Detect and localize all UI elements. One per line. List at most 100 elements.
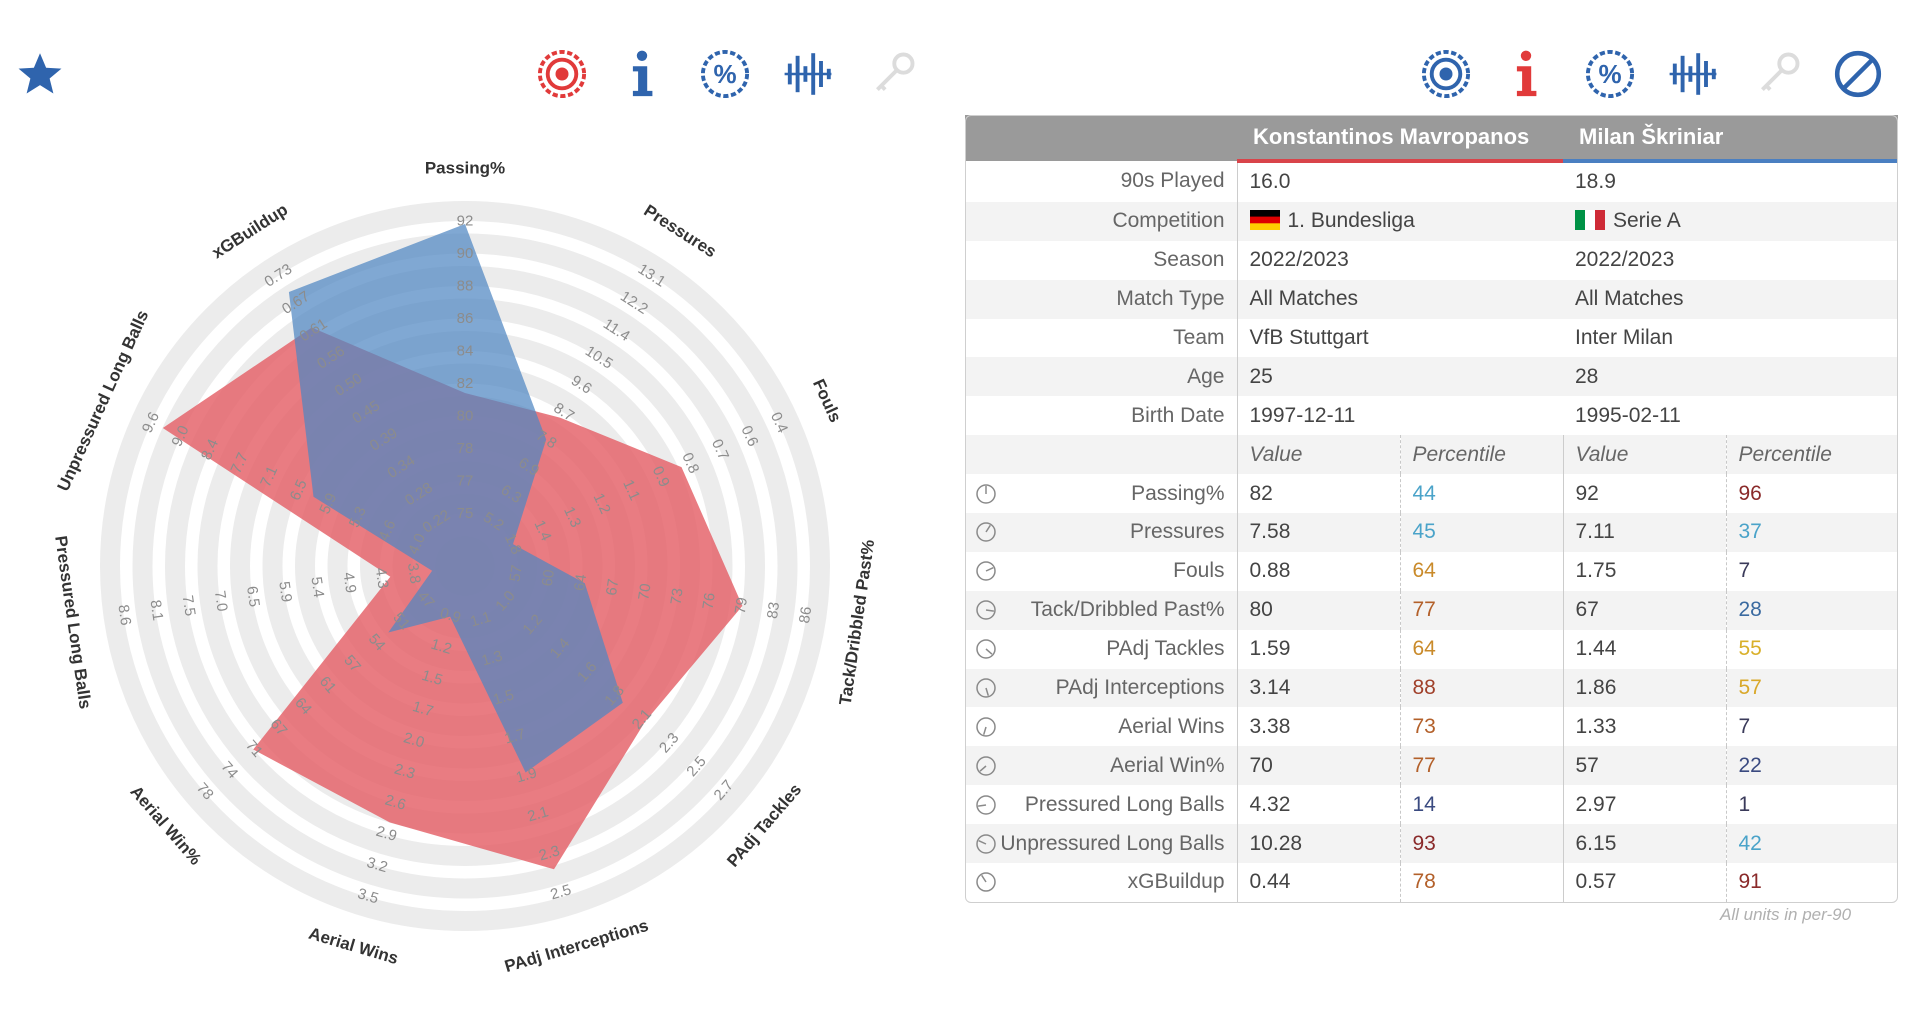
svg-text:%: % — [713, 59, 736, 89]
favorite-star-button[interactable] — [12, 46, 68, 102]
stat-row[interactable]: Pressures 7.58 45 7.11 37 — [965, 513, 1898, 552]
axis-tick-label: 7.5 — [179, 594, 199, 617]
axis-tick-label: 1.9 — [514, 764, 539, 786]
player2-stat-percentile: 96 — [1725, 474, 1898, 514]
player1-info-value: 2022/2023 — [1249, 248, 1349, 272]
player1-info: 1. Bundesliga — [1237, 201, 1563, 241]
stat-label: Pressured Long Balls — [1024, 792, 1225, 816]
axis-tick-label: 2.0 — [401, 729, 426, 751]
player1-stat-value: 0.44 — [1249, 870, 1291, 894]
axis-name-label: Passing% — [425, 158, 505, 177]
stat-row[interactable]: PAdj Tackles 1.59 64 1.44 55 — [965, 629, 1898, 669]
axis-tick-label: 5.9 — [275, 580, 295, 603]
player1-info-value: 25 — [1249, 364, 1273, 388]
info-row: Age 25 28 — [965, 357, 1898, 397]
player2-info-value: 2022/2023 — [1575, 248, 1675, 272]
bars-view-button-right[interactable] — [1665, 46, 1721, 102]
player2-info-value: Inter Milan — [1575, 326, 1674, 349]
gauge-icon — [976, 483, 996, 504]
stat-row[interactable]: Unpressured Long Balls 10.28 93 6.15 42 — [965, 824, 1898, 864]
player2-info: 18.9 — [1563, 161, 1898, 202]
stat-label-cell: Unpressured Long Balls — [965, 824, 1238, 864]
axis-tick-label: 1.2 — [429, 636, 454, 658]
info-row: 90s Played 16.0 18.9 — [965, 161, 1898, 202]
player1-info-value: All Matches — [1249, 287, 1359, 311]
sub-header-row: Value Percentile Value Percentile — [965, 435, 1898, 475]
player2-stat-percentile: 37 — [1725, 513, 1898, 552]
comparison-table-container: Konstantinos Mavropanos Milan Škriniar 9… — [965, 115, 1898, 902]
stat-label-cell: Pressures — [965, 513, 1238, 552]
info-button-right[interactable] — [1498, 46, 1554, 102]
key-button-right[interactable] — [1750, 46, 1806, 102]
axis-tick-label: 2.5 — [548, 881, 573, 903]
gauge-icon — [976, 872, 996, 893]
stat-row[interactable]: xGBuildup 0.44 78 0.57 91 — [965, 863, 1898, 902]
axis-tick-label: 90 — [457, 245, 474, 262]
stat-row[interactable]: Aerial Wins 3.38 73 1.33 7 — [965, 707, 1898, 747]
info-row: Competition 1. Bundesliga Serie A — [965, 201, 1898, 241]
bars-view-button[interactable] — [780, 46, 836, 102]
axis-tick-label: 8.6 — [114, 603, 134, 626]
axis-tick-label: 75 — [457, 505, 474, 522]
stat-label: Tack/Dribbled Past% — [1030, 598, 1225, 622]
player1-info-value: 16.0 — [1249, 170, 1291, 194]
player1-stat-value: 4.32 — [1249, 792, 1291, 816]
star-icon — [18, 53, 62, 94]
player1-stat-percentile: 45 — [1399, 513, 1564, 552]
bars-icon — [784, 53, 832, 95]
percentile-button[interactable]: % — [697, 46, 753, 102]
player1-stat-value: 80 — [1237, 590, 1400, 630]
stat-label-cell: Aerial Wins — [965, 707, 1238, 747]
axis-tick-label: 86 — [796, 606, 815, 625]
axis-tick-label: 1.3 — [480, 647, 505, 669]
player1-stat-percentile: 78 — [1399, 863, 1564, 902]
player1-stat-percentile: 64 — [1399, 551, 1564, 591]
gauge-icon — [976, 794, 996, 815]
player2-percentile-header: Percentile — [1725, 435, 1898, 475]
axis-tick-label: 80 — [457, 407, 474, 424]
info-label: Match Type — [965, 279, 1238, 319]
player1-header[interactable]: Konstantinos Mavropanos — [1237, 115, 1563, 163]
info-icon — [1516, 50, 1537, 97]
clear-button[interactable] — [1830, 46, 1886, 102]
player1-info-value: 1. Bundesliga — [1287, 209, 1415, 233]
key-button[interactable] — [865, 46, 921, 102]
axis-tick-label: 2.9 — [374, 823, 399, 845]
stat-row[interactable]: PAdj Interceptions 3.14 88 1.86 57 — [965, 668, 1898, 708]
player2-stat-percentile: 28 — [1725, 590, 1898, 630]
stat-row[interactable]: Pressured Long Balls 4.32 14 2.97 1 — [965, 785, 1898, 825]
axis-tick-label: 83 — [764, 601, 783, 620]
stat-label-cell: Passing% — [965, 474, 1238, 514]
italy-flag-icon — [1575, 210, 1605, 231]
stat-row[interactable]: Passing% 82 44 92 96 — [965, 474, 1898, 514]
player2-header[interactable]: Milan Škriniar — [1563, 115, 1898, 163]
stat-row[interactable]: Aerial Win% 70 77 57 22 — [965, 746, 1898, 786]
comparison-table: Konstantinos Mavropanos Milan Škriniar 9… — [965, 115, 1898, 902]
player1-stat-percentile: 64 — [1399, 629, 1564, 669]
player1-stat-percentile: 88 — [1399, 668, 1564, 708]
info-row: Season 2022/2023 2022/2023 — [965, 240, 1898, 280]
player1-stat-value: 7.58 — [1237, 513, 1400, 552]
gauge-icon — [976, 833, 996, 854]
player1-stat-value: 10.28 — [1237, 824, 1400, 864]
radar-view-button[interactable] — [534, 46, 590, 102]
player1-stat-percentile: 77 — [1399, 590, 1564, 630]
info-button[interactable] — [614, 46, 670, 102]
stat-row[interactable]: Tack/Dribbled Past% 80 77 67 28 — [965, 590, 1898, 630]
player2-stat-percentile: 57 — [1725, 668, 1898, 708]
stat-label-cell: xGBuildup — [965, 863, 1238, 902]
player2-stat-value: 92 — [1575, 481, 1599, 505]
header-blank — [965, 115, 1237, 161]
radar-chart: 757778808284868890925.26.36.97.88.79.610… — [51, 158, 878, 976]
axis-tick-label: 1.7 — [411, 698, 436, 720]
axis-tick-label: 1.1 — [468, 608, 493, 630]
player2-info: 2022/2023 — [1563, 241, 1898, 280]
axis-tick-label: 82 — [457, 375, 474, 392]
player2-stat-value: 67 — [1563, 590, 1726, 630]
player1-stat-value: 3.38 — [1249, 714, 1291, 738]
stat-row[interactable]: Fouls 0.88 64 1.75 7 — [965, 551, 1898, 591]
player1-stat-value: 1.59 — [1249, 637, 1291, 661]
player1-stat-value: 70 — [1237, 746, 1400, 786]
percentile-button-right[interactable]: % — [1582, 46, 1638, 102]
radar-view-button-right[interactable] — [1418, 46, 1474, 102]
